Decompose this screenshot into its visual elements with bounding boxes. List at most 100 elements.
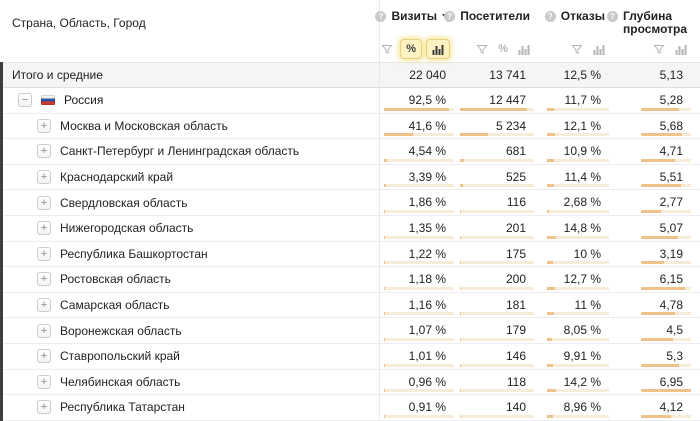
table-header: Страна, Область, Город ? Визиты % — [0, 0, 700, 62]
help-icon[interactable]: ? — [544, 11, 556, 22]
filter-funnel-icon[interactable] — [381, 43, 393, 55]
help-icon[interactable]: ? — [607, 11, 618, 22]
bars-toggle-button[interactable] — [426, 39, 450, 59]
visits-bar — [384, 414, 454, 418]
region-link[interactable]: Россия — [64, 93, 104, 108]
expand-button[interactable]: + — [37, 323, 51, 338]
region-link[interactable]: Нижегородская область — [60, 221, 194, 236]
region-link[interactable]: Самарская область — [60, 298, 170, 313]
region-link[interactable]: Ставропольский край — [60, 349, 180, 364]
bar-chart-toggle-icon[interactable] — [518, 43, 530, 55]
help-icon[interactable]: ? — [375, 11, 387, 22]
expand-button[interactable]: + — [37, 170, 51, 185]
expand-button[interactable]: + — [37, 298, 51, 313]
totals-bounces: 12,5 % — [563, 68, 601, 82]
dimension-header: Страна, Область, Город — [0, 0, 380, 62]
filter-funnel-icon[interactable] — [476, 43, 488, 55]
depth-bar — [641, 209, 691, 213]
expand-button[interactable]: + — [37, 374, 51, 389]
bar-chart-toggle-icon[interactable] — [593, 43, 605, 55]
bar-chart-toggle-icon[interactable] — [675, 43, 687, 55]
bounces-value: 9,91 % — [563, 348, 601, 363]
bounces-bar — [547, 312, 609, 316]
region-link[interactable]: Воронежская область — [60, 323, 182, 338]
depth-bar — [641, 414, 691, 418]
visits-bar — [384, 312, 454, 316]
filter-funnel-icon[interactable] — [571, 43, 583, 55]
visitors-value: 5 234 — [495, 118, 526, 133]
expand-button[interactable]: + — [37, 221, 51, 236]
bounces-bar — [547, 363, 609, 367]
region-link[interactable]: Москва и Московская область — [60, 118, 228, 133]
expand-button[interactable]: + — [37, 400, 51, 415]
visitors-value: 525 — [505, 169, 526, 184]
table-row: + Челябинская область 0,96 % 118 14,2 % … — [0, 369, 700, 396]
visits-value: 0,91 % — [408, 400, 446, 415]
totals-visits: 22 040 — [409, 68, 446, 82]
region-link[interactable]: Республика Татарстан — [60, 400, 185, 415]
bounces-bar — [547, 389, 609, 393]
depth-value: 4,78 — [659, 297, 683, 312]
visits-bar — [384, 133, 454, 137]
expand-button[interactable]: + — [37, 246, 51, 261]
help-icon[interactable]: ? — [444, 11, 456, 22]
percent-icon: % — [406, 43, 416, 55]
region-link[interactable]: Ростовская область — [60, 272, 171, 287]
bounces-sort-header[interactable]: ? Отказы — [544, 10, 605, 36]
depth-value: 5,51 — [659, 169, 683, 184]
expand-button[interactable]: + — [37, 272, 51, 287]
percent-toggle-button[interactable]: % — [400, 39, 422, 59]
expand-button[interactable]: + — [37, 195, 51, 210]
filter-funnel-icon[interactable] — [653, 43, 665, 55]
depth-value: 6,95 — [659, 374, 683, 389]
expand-button[interactable]: + — [37, 349, 51, 364]
visits-sort-header[interactable]: ? Визиты — [375, 10, 450, 36]
bounces-value: 14,2 % — [563, 374, 601, 389]
table-row: − Россия 92,5 % 12 447 11,7 % 5,28 — [0, 88, 700, 114]
visitors-value: 179 — [505, 323, 526, 338]
bounces-value: 8,05 % — [563, 323, 601, 338]
totals-visitors: 13 741 — [489, 68, 526, 82]
depth-bar — [641, 107, 691, 111]
depth-sort-header[interactable]: ? Глубина просмотра — [607, 10, 687, 36]
depth-value: 4,71 — [659, 144, 683, 159]
column-header-visitors: ? Посетители % — [444, 0, 540, 62]
collapse-button[interactable]: − — [18, 93, 32, 108]
region-link[interactable]: Санкт-Петербург и Ленинградская область — [60, 144, 300, 159]
visitors-bar — [460, 209, 534, 213]
visitors-sort-header[interactable]: ? Посетители — [444, 10, 530, 36]
left-scrollbar-thumb[interactable] — [0, 62, 3, 421]
visits-bar — [384, 209, 454, 213]
bounces-value: 14,8 % — [563, 220, 601, 235]
region-link[interactable]: Республика Башкортостан — [60, 246, 208, 261]
region-link[interactable]: Краснодарский край — [60, 170, 174, 185]
visits-value: 3,39 % — [408, 169, 446, 184]
visits-bar — [384, 363, 454, 367]
table-row: + Самарская область 1,16 % 181 11 % 4,78 — [0, 292, 700, 319]
visits-value: 1,35 % — [408, 220, 446, 235]
region-link[interactable]: Свердловская область — [60, 195, 188, 210]
visits-bar — [384, 184, 454, 188]
visitors-bar — [460, 235, 534, 239]
bounces-bar — [547, 107, 609, 111]
visitors-value: 118 — [506, 374, 526, 389]
column-header-visits: ? Визиты % — [375, 0, 460, 62]
visitors-value: 175 — [505, 246, 526, 261]
depth-bar — [641, 158, 691, 162]
visits-bar — [384, 261, 454, 265]
percent-toggle-icon[interactable]: % — [498, 43, 508, 55]
visitors-bar — [460, 363, 534, 367]
visitors-value: 146 — [505, 348, 526, 363]
visits-value: 0,96 % — [408, 374, 446, 389]
depth-value: 3,19 — [659, 246, 683, 261]
region-link[interactable]: Челябинская область — [60, 374, 181, 389]
depth-bar — [641, 235, 691, 239]
visits-value: 1,18 % — [408, 272, 446, 287]
visits-value: 1,86 % — [408, 195, 446, 210]
expand-button[interactable]: + — [37, 118, 51, 133]
visits-value: 1,01 % — [408, 348, 446, 363]
expand-button[interactable]: + — [37, 144, 51, 159]
bounces-bar — [547, 261, 609, 265]
depth-bar — [641, 363, 691, 367]
bounces-bar — [547, 337, 609, 341]
